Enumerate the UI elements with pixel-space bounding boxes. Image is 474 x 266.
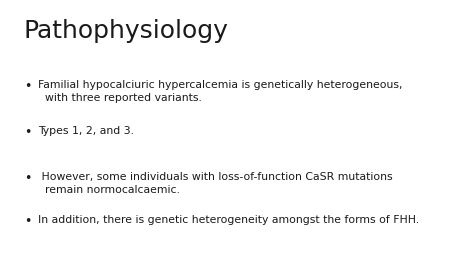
Text: Familial hypocalciuric hypercalcemia is genetically heterogeneous,
  with three : Familial hypocalciuric hypercalcemia is …: [38, 80, 402, 103]
Text: In addition, there is genetic heterogeneity amongst the forms of FHH.: In addition, there is genetic heterogene…: [38, 215, 419, 226]
Text: Pathophysiology: Pathophysiology: [24, 19, 228, 43]
Text: •: •: [24, 80, 31, 93]
Text: Types 1, 2, and 3.: Types 1, 2, and 3.: [38, 126, 134, 136]
Text: •: •: [24, 126, 31, 139]
Text: •: •: [24, 172, 31, 185]
Text: •: •: [24, 215, 31, 228]
Text: However, some individuals with loss-of-function CaSR mutations
  remain normocal: However, some individuals with loss-of-f…: [38, 172, 392, 195]
